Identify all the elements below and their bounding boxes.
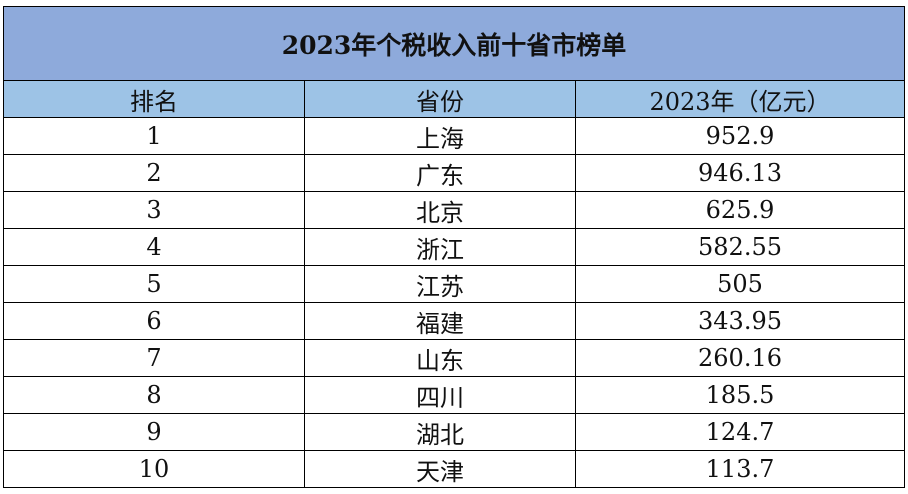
- cell-rank: 3: [3, 191, 305, 229]
- cell-rank: 9: [3, 413, 305, 451]
- table-title: 2023年个税收入前十省市榜单: [2, 6, 906, 81]
- cell-rank: 1: [3, 117, 305, 155]
- cell-province: 四川: [304, 376, 576, 414]
- cell-rank: 4: [3, 228, 305, 266]
- column-header-province: 省份: [304, 80, 576, 118]
- table-row: 9 湖北 124.7: [3, 413, 906, 451]
- cell-amount: 113.7: [574, 450, 906, 488]
- table-row: 7 山东 260.16: [3, 339, 906, 377]
- cell-province: 山东: [304, 339, 576, 377]
- table-row: 8 四川 185.5: [3, 376, 906, 414]
- cell-amount: 185.5: [574, 376, 906, 414]
- cell-amount: 124.7: [574, 413, 906, 451]
- table-row: 4 浙江 582.55: [3, 228, 906, 266]
- cell-rank: 7: [3, 339, 305, 377]
- table-row: 10 天津 113.7: [3, 450, 906, 488]
- cell-province: 福建: [304, 302, 576, 340]
- tax-ranking-table: 2023年个税收入前十省市榜单 排名 省份 2023年（亿元） 1 上海 952.9…: [2, 6, 906, 488]
- cell-amount: 625.9: [574, 191, 906, 229]
- cell-amount: 343.95: [574, 302, 906, 340]
- cell-province: 上海: [304, 117, 576, 155]
- cell-amount: 952.9: [574, 117, 906, 155]
- table-row: 6 福建 343.95: [3, 302, 906, 340]
- header-row: 排名 省份 2023年（亿元）: [3, 80, 906, 118]
- cell-province: 湖北: [304, 413, 576, 451]
- table-row: 1 上海 952.9: [3, 117, 906, 155]
- cell-province: 北京: [304, 191, 576, 229]
- cell-amount: 505: [574, 265, 906, 303]
- cell-rank: 8: [3, 376, 305, 414]
- column-header-amount: 2023年（亿元）: [574, 80, 906, 118]
- cell-province: 广东: [304, 154, 576, 192]
- cell-province: 天津: [304, 450, 576, 488]
- cell-rank: 10: [3, 450, 305, 488]
- title-row: 2023年个税收入前十省市榜单: [2, 6, 906, 81]
- cell-rank: 2: [3, 154, 305, 192]
- cell-province: 浙江: [304, 228, 576, 266]
- cell-amount: 946.13: [574, 154, 906, 192]
- column-header-rank: 排名: [3, 80, 305, 118]
- cell-province: 江苏: [304, 265, 576, 303]
- cell-rank: 5: [3, 265, 305, 303]
- table-row: 3 北京 625.9: [3, 191, 906, 229]
- table-row: 5 江苏 505: [3, 265, 906, 303]
- table-row: 2 广东 946.13: [3, 154, 906, 192]
- cell-amount: 582.55: [574, 228, 906, 266]
- cell-amount: 260.16: [574, 339, 906, 377]
- cell-rank: 6: [3, 302, 305, 340]
